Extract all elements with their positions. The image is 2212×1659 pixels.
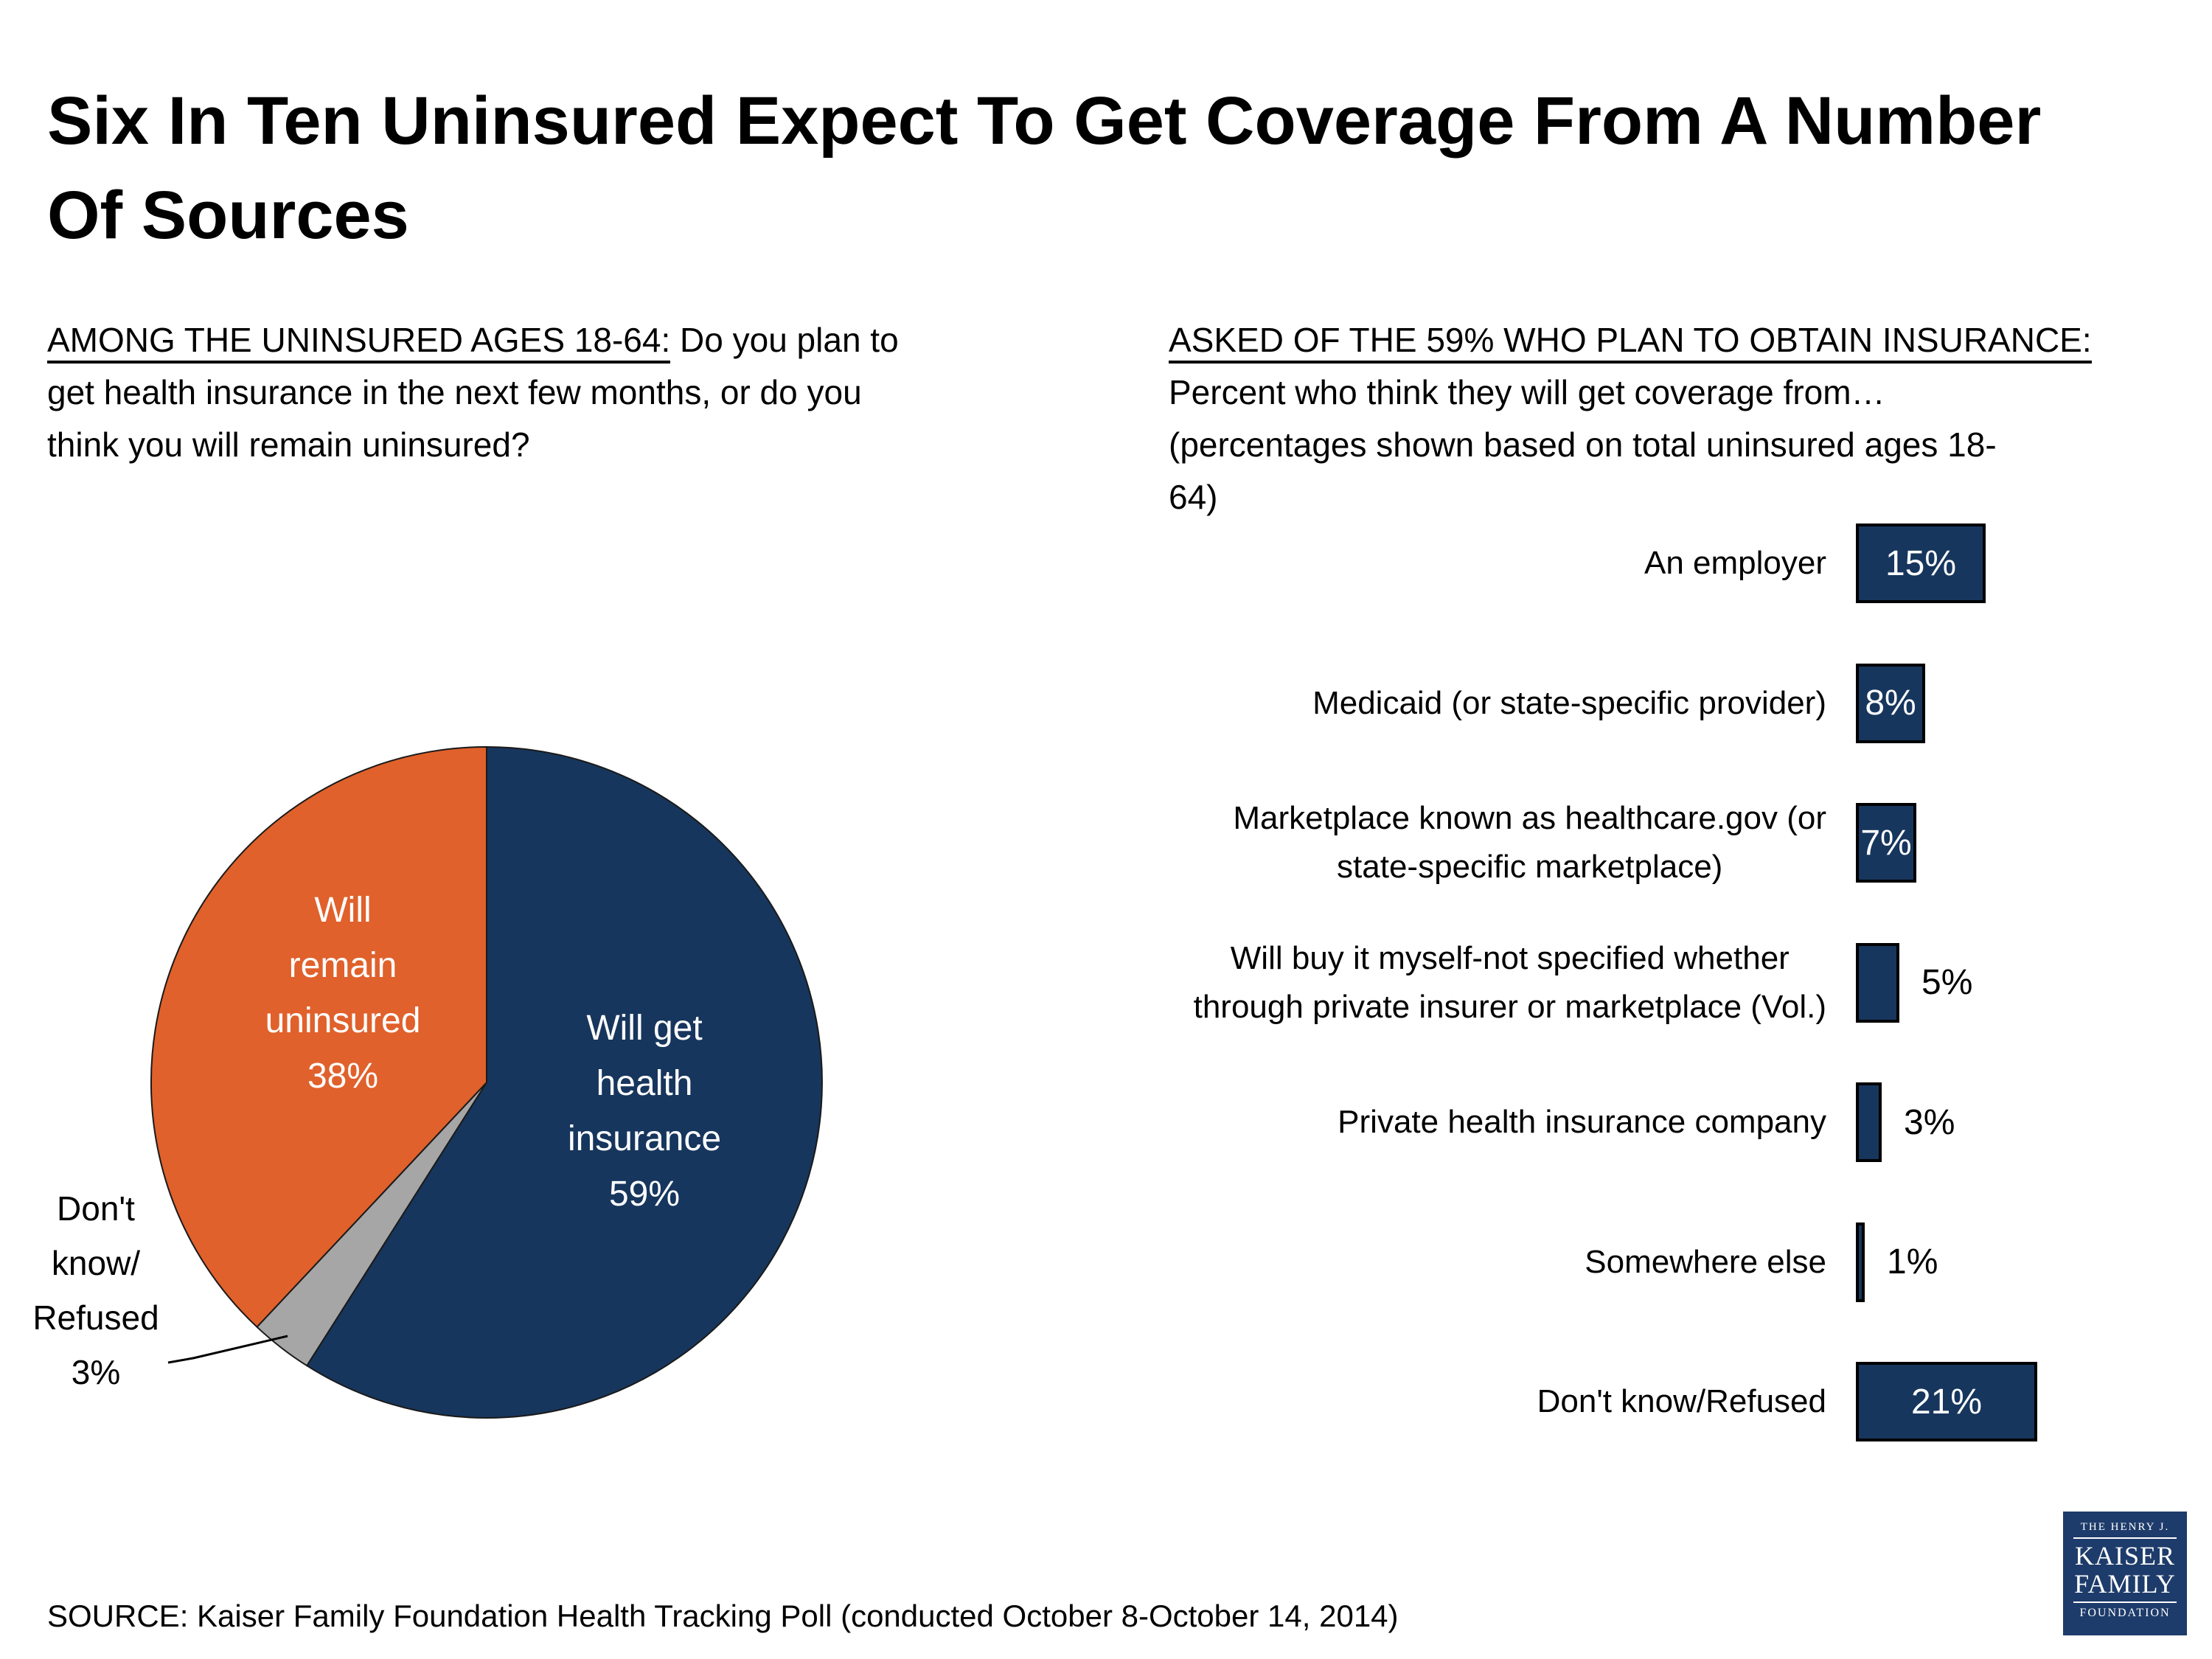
bar-question: ASKED OF THE 59% WHO PLAN TO OBTAIN INSU…: [1169, 314, 2212, 524]
source-note: SOURCE: Kaiser Family Foundation Health …: [47, 1599, 1399, 1633]
bar-category-label-1: Medicaid (or state-specific provider): [1312, 684, 1826, 721]
bar-4: [1856, 1082, 1882, 1162]
kff-logo-line2: KAISER: [2074, 1541, 2175, 1571]
pie-slice-label-0: Will get health insurance 59%: [568, 1009, 721, 1214]
bar-category-label-4: Private health insurance company: [1338, 1104, 1826, 1140]
bar-5: [1856, 1222, 1865, 1302]
kff-logo-rule-bottom: [2073, 1601, 2177, 1603]
bar-value-label-3: 5%: [1921, 963, 1973, 1002]
bar-0: 15%: [1856, 524, 1986, 603]
bar-2: 7%: [1856, 803, 1916, 883]
bar-value-label-4: 3%: [1904, 1102, 1955, 1142]
bar-value-label-2: 7%: [1860, 823, 1912, 863]
bar-value-label-1: 8%: [1865, 684, 1916, 723]
pie-slice-label-1: Don't know/Refused 3%: [32, 1189, 159, 1391]
bar-1: 8%: [1856, 663, 1925, 743]
kff-logo-line1: THE HENRY J.: [2080, 1521, 2170, 1533]
bar-value-label-6: 21%: [1910, 1382, 1983, 1422]
bar-3: [1856, 942, 1899, 1023]
pie-question-lead: AMONG THE UNINSURED AGES 18-64:: [47, 321, 671, 364]
bar-6: 21%: [1856, 1362, 2037, 1441]
pie-slice-2: [150, 746, 487, 1328]
bar-category-label-2: Marketplace known as healthcare.gov (or …: [1233, 800, 1826, 885]
bar-value-label-0: 15%: [1885, 543, 1957, 583]
kff-logo-rule-top: [2073, 1537, 2177, 1539]
bar-question-rest: Percent who think they will get coverage…: [1169, 373, 1997, 516]
pie-callout-line: [167, 1335, 288, 1364]
bar-value-label-5: 1%: [1887, 1242, 1938, 1281]
pie-slice-0: [306, 746, 823, 1419]
pie-question-rest: Do you plan to get health insurance in t…: [47, 321, 899, 464]
page-title: Six In Ten Uninsured Expect To Get Cover…: [47, 83, 2042, 253]
kff-logo: THE HENRY J. KAISER FAMILY FOUNDATION: [2063, 1512, 2187, 1635]
pie-chart: Will get health insurance 59% Don't know/Refu…: [32, 746, 823, 1419]
kff-logo-line4: FOUNDATION: [2079, 1607, 2171, 1619]
pie-question: AMONG THE UNINSURED AGES 18-64: Do you p…: [47, 314, 1087, 471]
bar-category-label-5: Somewhere else: [1585, 1243, 1826, 1280]
bar-category-label-6: Don't know/Refused: [1537, 1383, 1826, 1419]
kff-logo-line3: FAMILY: [2074, 1569, 2176, 1599]
pie-slice-label-2: Will remain uninsured 38%: [265, 891, 421, 1096]
bar-question-lead: ASKED OF THE 59% WHO PLAN TO OBTAIN INSU…: [1169, 321, 2092, 364]
bar-category-label-3: Will buy it myself-not specified whether…: [1193, 939, 1826, 1025]
